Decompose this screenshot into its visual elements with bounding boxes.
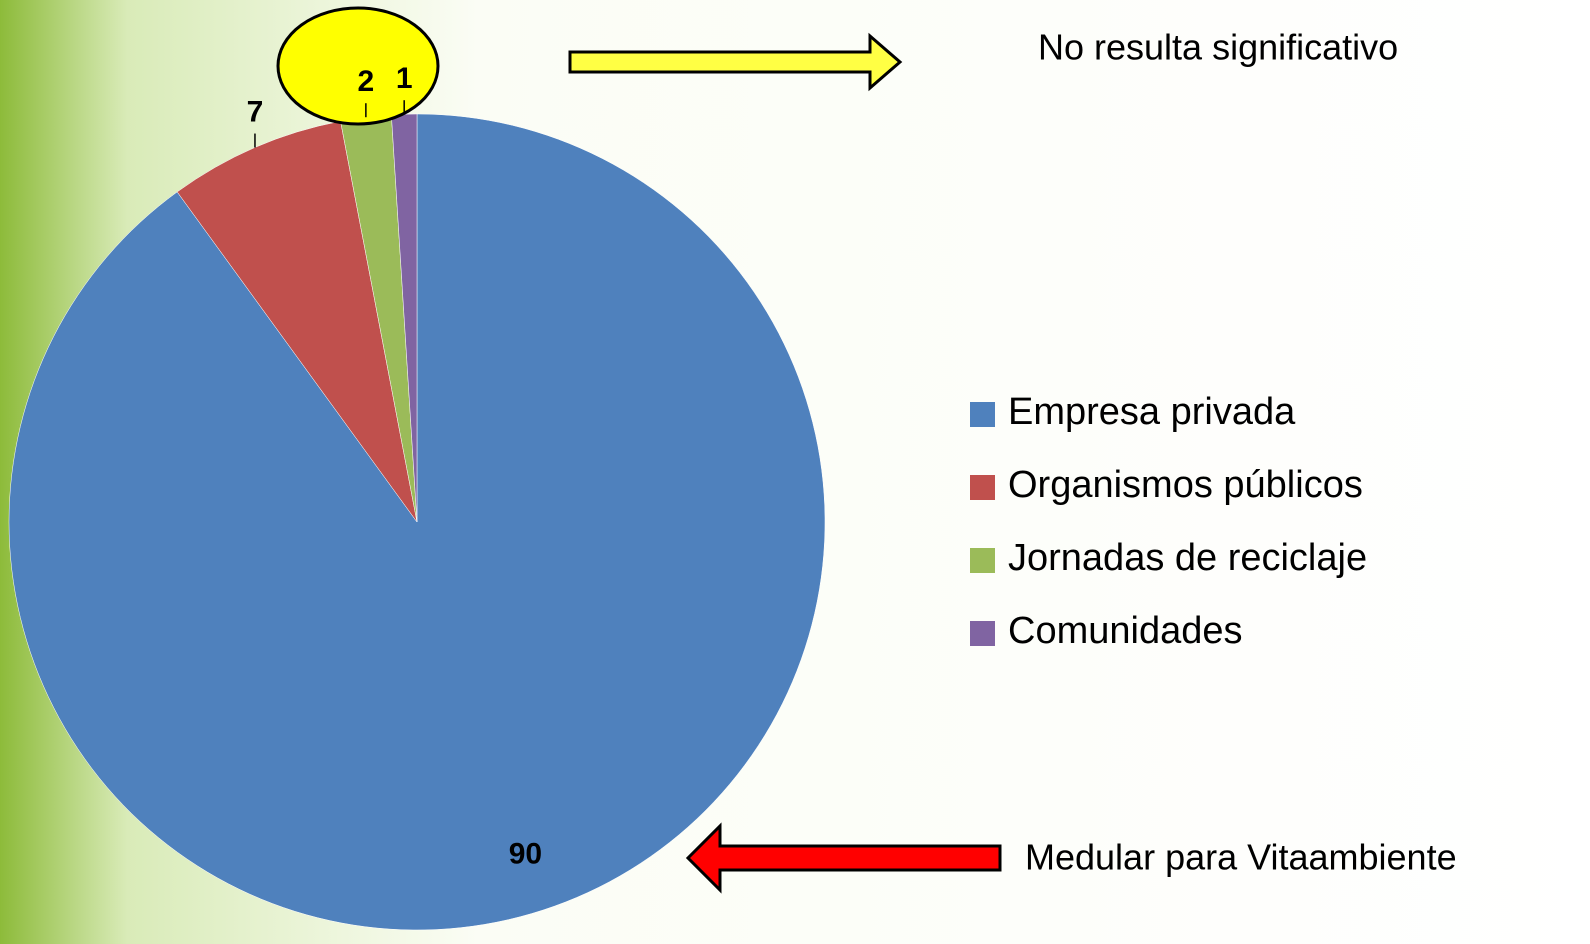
legend-label: Jornadas de reciclaje — [1008, 537, 1367, 579]
data-label: 90 — [509, 838, 542, 871]
red-arrow — [685, 822, 1002, 894]
data-label: 7 — [247, 95, 264, 128]
legend: Empresa privada Organismos públicos Jornad… — [970, 391, 1367, 652]
pie — [8, 113, 826, 931]
legend-swatch — [970, 475, 995, 500]
legend-label: Organismos públicos — [1008, 464, 1363, 506]
legend-swatch — [970, 621, 995, 646]
pie-slice — [176, 120, 418, 523]
legend-swatch — [970, 548, 995, 573]
yellow-arrow — [568, 32, 903, 92]
legend-swatch — [970, 402, 995, 427]
highlight-ellipse — [276, 6, 440, 126]
data-label: 1 — [396, 62, 413, 95]
data-label: 2 — [358, 65, 375, 98]
data-labels: 90 7 2 1 — [247, 62, 542, 871]
annotation: Medular para Vitaambiente — [1025, 837, 1457, 878]
legend-label: Comunidades — [1008, 610, 1242, 652]
annotation: No resulta significativo — [1038, 27, 1398, 68]
legend-label: Empresa privada — [1008, 391, 1296, 433]
